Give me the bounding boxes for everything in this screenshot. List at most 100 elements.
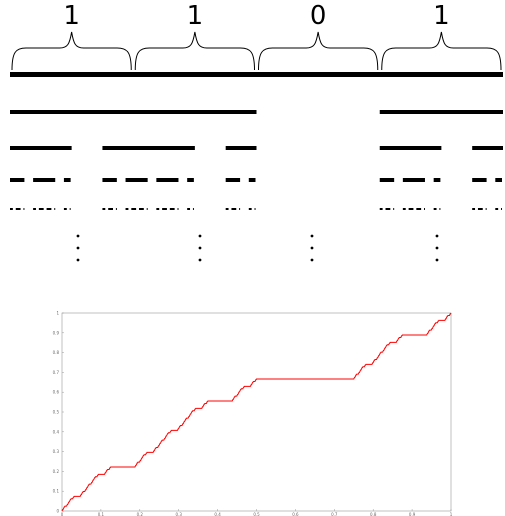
ellipsis-dot [435,234,439,238]
level-4-segment [495,208,499,210]
x-tick-label: 0.2 [137,512,144,516]
level-4-segment [408,208,414,210]
level-3-segment [102,178,117,182]
level-4-segment [169,208,175,210]
level-3-segment [156,178,179,182]
brace-3 [258,31,379,71]
level-1-segment [379,110,503,114]
x-tick-label: 0.1 [98,512,105,516]
ellipsis-dot [435,258,439,262]
level-2-segment [225,146,257,150]
level-3-segment [433,178,441,182]
level-3-segment [63,178,71,182]
level-4-segment [485,208,487,210]
level-3-segment [225,178,241,182]
cantor-iteration-diagram: 1 1 0 1 [10,1,503,262]
brace-2 [134,31,255,71]
level-4-segment [501,208,502,210]
digit-label-3: 0 [310,1,327,31]
digit-label-2: 1 [187,1,204,31]
level-4-segment [416,208,422,210]
level-4-segment [38,208,44,210]
ellipsis-dot [76,258,80,262]
staircase-series-line [61,312,452,512]
x-tick-label: 0.5 [253,512,260,516]
level-4-segment [156,208,160,210]
level-3-segment [495,178,502,182]
level-3-segment [402,178,425,182]
x-tick-label: 0.3 [176,512,183,516]
level-4-segment [433,208,437,210]
level-4-segment [146,208,148,210]
level-4-segment [108,208,113,210]
brace-1 [11,31,132,71]
level-2-segment [472,146,503,150]
digit-label-4: 1 [433,1,450,31]
ellipsis-dot [76,246,80,250]
level-4-segment [231,208,237,210]
ellipsis-dot [198,234,202,238]
level-4-segment [69,208,71,210]
level-3-segment [472,178,487,182]
y-tick-label: 0.5 [53,410,60,415]
y-tick-label: 0.7 [53,370,60,375]
x-tick-label: 0.8 [370,512,377,516]
brace-4 [381,31,502,71]
level-3-segment [187,178,194,182]
level-4-segment [46,208,52,210]
staircase-function-plot: 0 0.1 0.2 0.3 0.4 0.5 0.6 0.7 0.8 0.9 1 0 0.1 0.2 0.3 0… [53,311,453,516]
digit-label-1: 1 [63,1,80,31]
ellipsis-dot [198,246,202,250]
level-4-segment [10,208,13,210]
level-4-segment [254,208,256,210]
level-4-segment [23,208,25,210]
level-3-segment [248,178,256,182]
level-4-segment [192,208,194,210]
ellipsis-dot [310,234,314,238]
y-tick-label: 0 [56,509,59,514]
level-4-segment [139,208,144,210]
x-tick-label: 0.6 [292,512,299,516]
level-4-segment [393,208,395,210]
ellipsis-dot [435,246,439,250]
level-4-segment [472,208,476,210]
level-4-segment [239,208,241,210]
level-1-segment [10,110,257,114]
level-4-segment [225,208,229,210]
level-2-segment [10,146,72,150]
y-tick-label: 0.1 [53,489,60,494]
level-0-bar [10,72,503,77]
level-4-segment [54,208,56,210]
level-4-segment [115,208,117,210]
level-3-segment [33,178,56,182]
level-4-segment [385,208,391,210]
x-tick-label: 0.4 [214,512,221,516]
level-3-segment [379,178,395,182]
ellipsis-dot [76,234,80,238]
level-4-segment [424,208,425,210]
level-4-segment [63,208,67,210]
x-tick-label: 0 [61,512,64,516]
level-2-segment [379,146,442,150]
x-tick-label: 1 [450,512,453,516]
level-2-segment [102,146,195,150]
y-tick-label: 0.2 [53,469,60,474]
level-4-segment [177,208,179,210]
level-4-segment [439,208,441,210]
level-4-segment [379,208,383,210]
x-tick-label: 0.9 [409,512,416,516]
level-4-segment [15,208,21,210]
level-4-segment [102,208,106,210]
level-4-segment [248,208,252,210]
y-tick-label: 0.3 [53,449,60,454]
ellipsis-dot [310,246,314,250]
level-4-segment [477,208,483,210]
y-tick-label: 0.6 [53,390,60,395]
y-tick-label: 1 [56,311,59,316]
y-tick-label: 0.4 [53,429,60,434]
y-tick-label: 0.9 [53,330,60,335]
level-4-segment [131,208,137,210]
level-4-segment [125,208,129,210]
x-tick-label: 0.7 [331,512,338,516]
